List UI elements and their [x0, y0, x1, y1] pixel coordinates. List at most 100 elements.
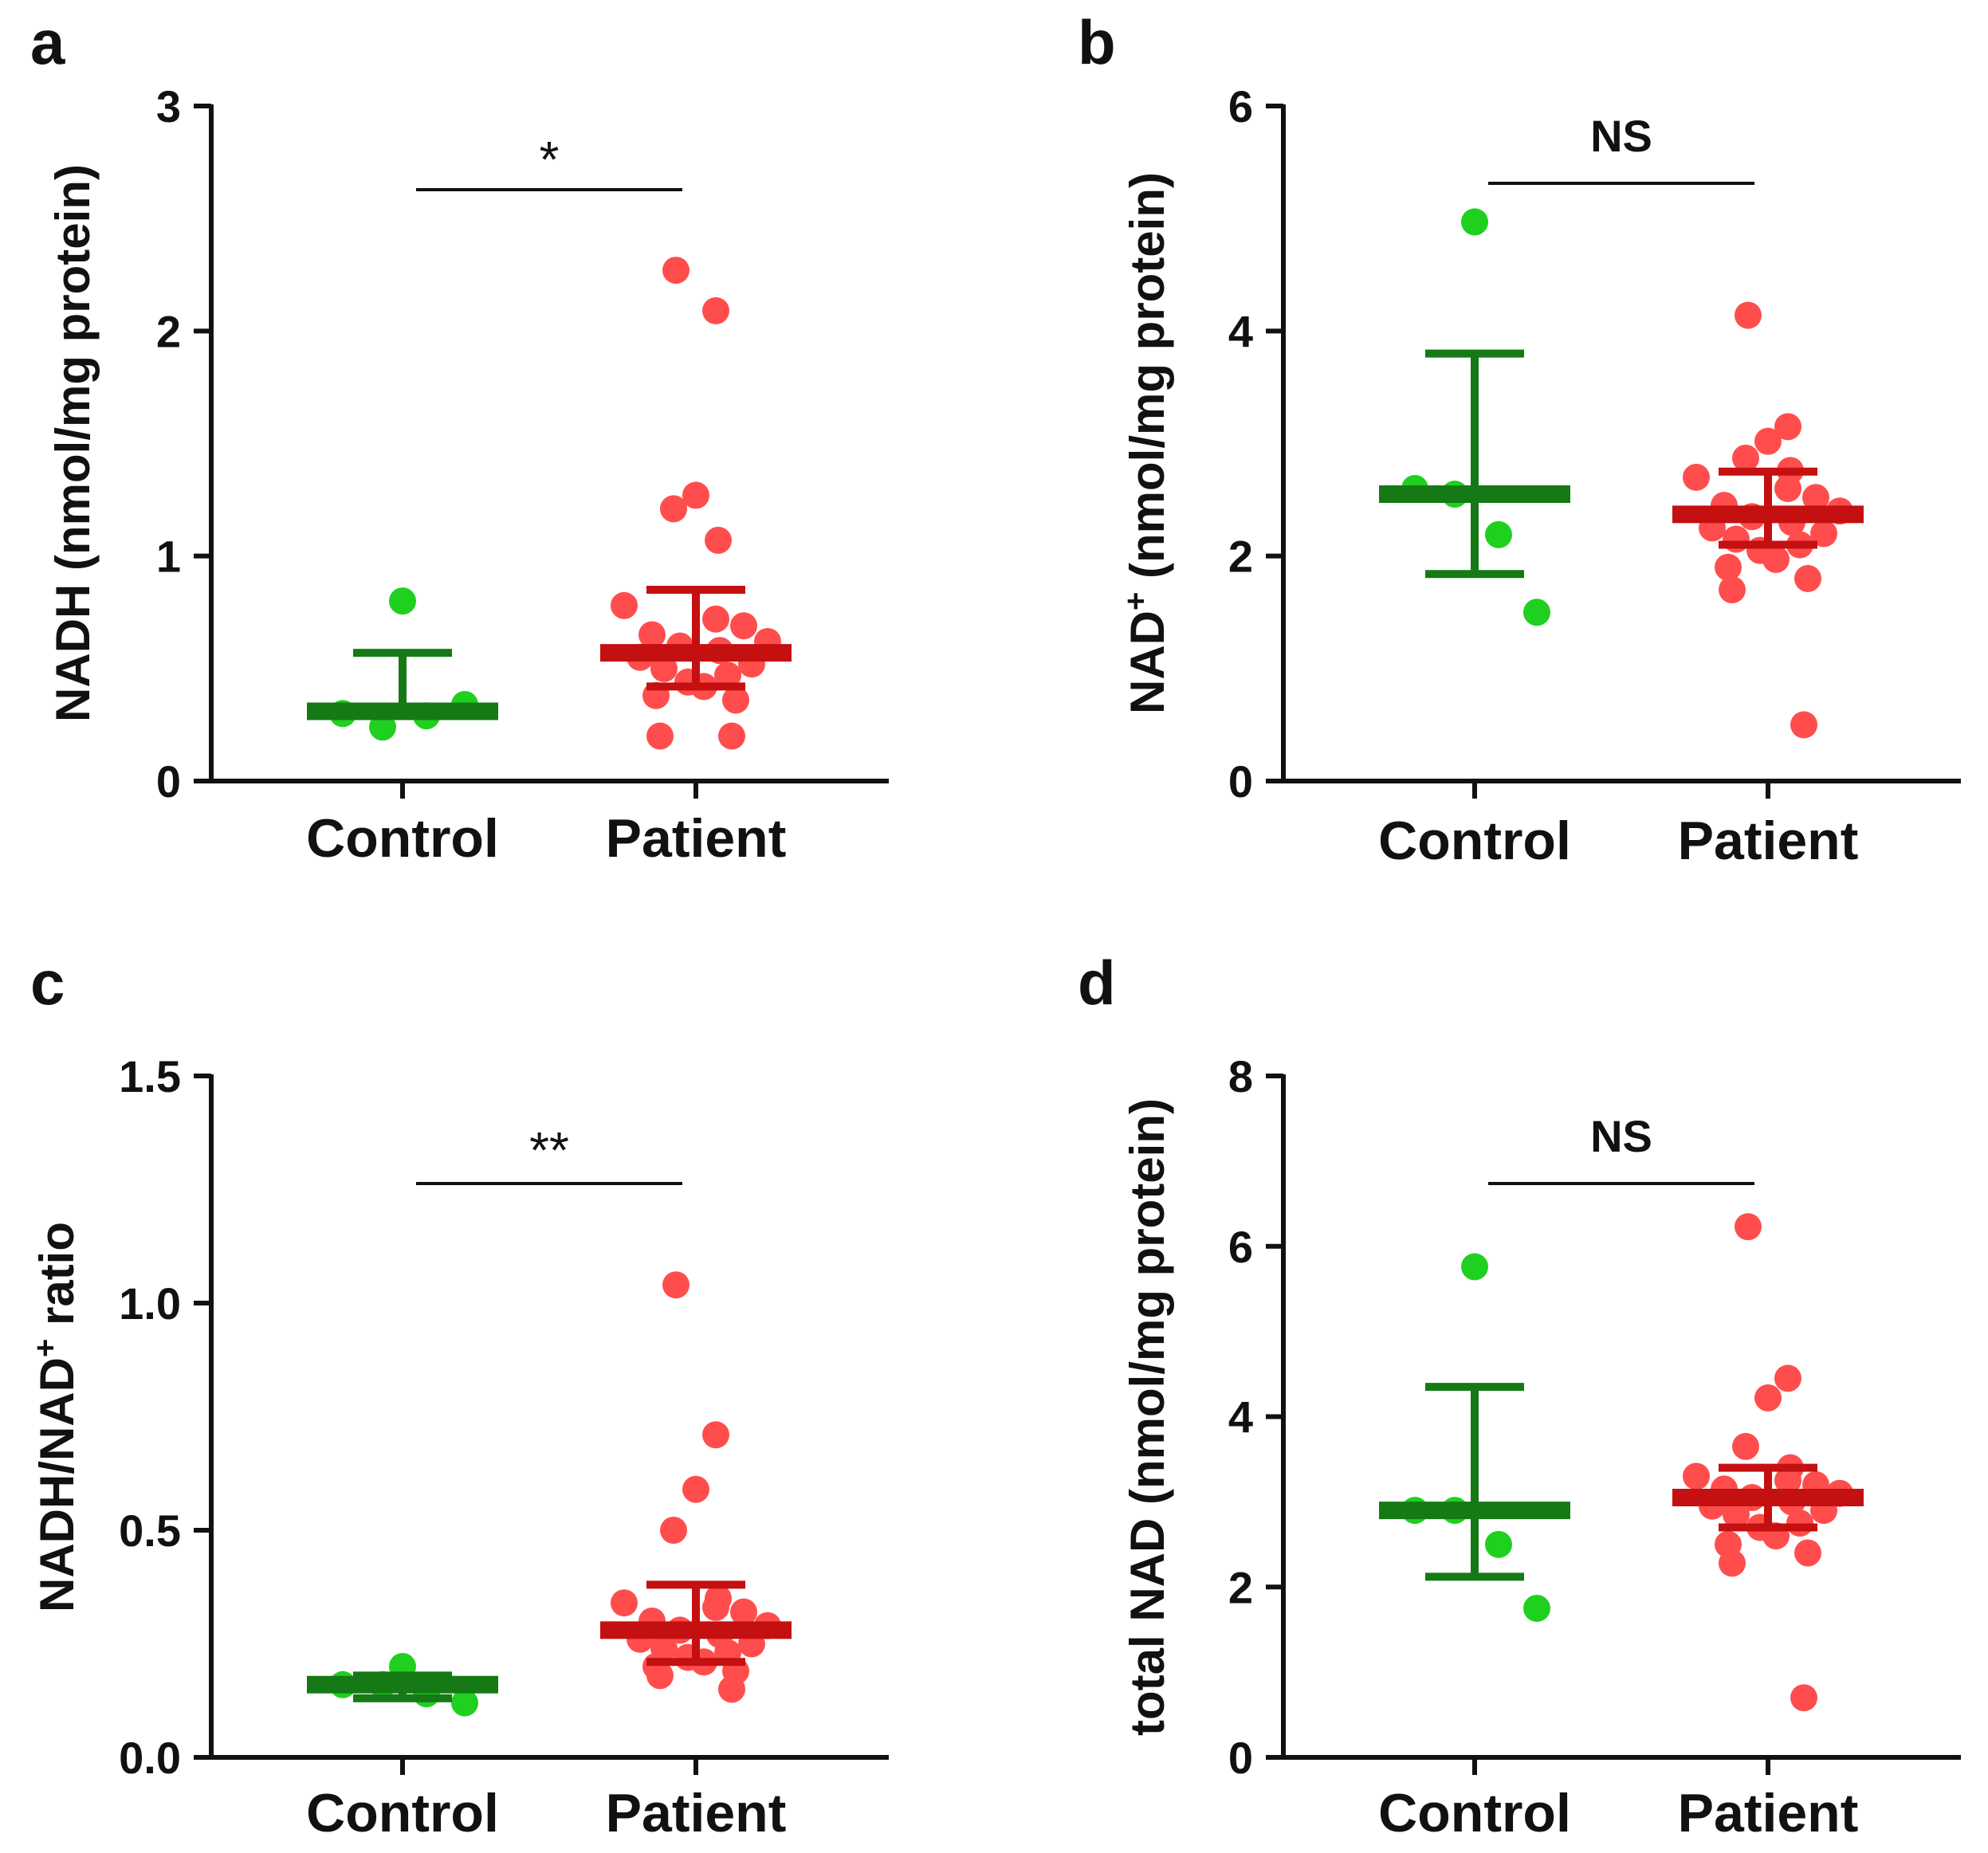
patient-point [714, 662, 741, 689]
patient-point [660, 1517, 687, 1544]
significance-label: NS [1590, 1111, 1652, 1161]
y-tick-label: 2 [1228, 532, 1253, 582]
patient-point [650, 654, 678, 682]
y-tick-label: 0 [1228, 1733, 1253, 1783]
y-tick-label: 1.0 [119, 1278, 181, 1329]
panel-label-c: c [30, 948, 65, 1018]
patient-point [1774, 474, 1801, 502]
patient-point [1802, 484, 1829, 512]
patient-point [1754, 427, 1782, 455]
x-tick-label-control: Control [1378, 811, 1571, 871]
control-point [1485, 520, 1512, 548]
significance-label: ** [529, 1121, 569, 1179]
panel-c: c 0.0 0.5 1.0 1.5 Control Patient NADH/NAD+ ra… [28, 948, 889, 1843]
x-tick-label-control: Control [1378, 1783, 1571, 1843]
patient-point [1735, 1213, 1762, 1241]
control-point [389, 587, 416, 615]
x-tick-label-patient: Patient [606, 808, 787, 869]
patient-point [611, 591, 638, 619]
patient-point [702, 296, 729, 324]
panel-d: d 0 2 4 6 8 Control Patient total NAD (nmol/mg … [1078, 948, 1961, 1843]
y-tick-label: 3 [156, 81, 181, 132]
control-point [369, 713, 396, 741]
y-axis-label-superscript: + [28, 1339, 63, 1357]
y-axis-label-part: total NAD (nmol/mg protein) [1121, 1098, 1174, 1736]
x-tick-label-control: Control [306, 1783, 499, 1843]
x-tick-label-patient: Patient [1678, 811, 1859, 871]
y-tick-label: 2 [156, 306, 181, 356]
control-point [1461, 208, 1488, 236]
patient-point [730, 1598, 757, 1626]
patient-point [1774, 1466, 1801, 1494]
significance-label: * [540, 131, 560, 188]
patient-point [1754, 1384, 1782, 1411]
patient-point [1719, 576, 1746, 604]
patient-point [1810, 520, 1837, 548]
y-axis-label: NADH/NAD+ ratio [28, 1222, 84, 1612]
patient-point [646, 722, 674, 750]
y-tick-label: 8 [1228, 1051, 1253, 1101]
control-point [1523, 1594, 1550, 1622]
y-tick-label: 2 [1228, 1562, 1253, 1612]
x-tick-label-patient: Patient [606, 1783, 787, 1843]
y-axis-label: NADH (nmol/mg protein) [46, 164, 100, 722]
y-tick-label: 0.0 [119, 1733, 181, 1783]
patient-point [638, 621, 666, 649]
y-tick-label: 0.5 [119, 1506, 181, 1556]
panel-label-b: b [1078, 7, 1116, 77]
patient-point [1774, 1364, 1801, 1392]
panel-a: a 0 1 2 3 Control Patient NADH (nmol/mg protei… [30, 7, 889, 869]
y-tick-label: 0 [156, 756, 181, 807]
patient-point [682, 1475, 709, 1503]
x-tick-label-patient: Patient [1678, 1783, 1859, 1843]
patient-point [702, 1593, 729, 1621]
patient-point [1732, 444, 1759, 472]
patient-point [646, 1662, 674, 1690]
patient-point [662, 257, 690, 285]
y-axis-label-part: NADH (nmol/mg protein) [46, 164, 100, 722]
patient-point [1723, 1501, 1750, 1529]
patient-point [682, 481, 709, 509]
panel-label-d: d [1078, 948, 1116, 1018]
patient-point [702, 605, 729, 633]
patient-point [611, 1589, 638, 1617]
patient-point [718, 722, 745, 750]
patient-point [705, 526, 732, 554]
control-point [1461, 1253, 1488, 1281]
y-tick-label: 0 [1228, 756, 1253, 807]
control-point [1485, 1530, 1512, 1558]
patient-point [1794, 564, 1821, 592]
y-tick-label: 4 [1228, 306, 1253, 356]
patient-point [1715, 553, 1742, 581]
control-point [1523, 599, 1550, 626]
patient-point [702, 1421, 729, 1449]
patient-point [1790, 1684, 1817, 1712]
y-tick-label: 1 [156, 532, 181, 582]
x-tick-label-control: Control [306, 808, 499, 869]
patient-point [1735, 301, 1762, 329]
patient-point [1683, 463, 1710, 491]
y-axis-label-part: NAD [1121, 610, 1174, 714]
panel-label-a: a [30, 7, 65, 77]
y-axis-label: total NAD (nmol/mg protein) [1121, 1098, 1174, 1736]
y-tick-label: 6 [1228, 1222, 1253, 1272]
patient-point [660, 495, 687, 523]
patient-point [662, 1271, 690, 1299]
y-axis-label: NAD+ (nmol/mg protein) [1118, 172, 1174, 714]
y-axis-label-part: ratio [30, 1222, 84, 1339]
patient-point [1732, 1432, 1759, 1460]
y-axis-label-superscript: + [1118, 592, 1153, 610]
y-tick-label: 4 [1228, 1392, 1253, 1443]
patient-point [1683, 1462, 1710, 1490]
y-axis-label-part: NADH/NAD [30, 1357, 84, 1612]
patient-point [1719, 1549, 1746, 1577]
significance-label: NS [1590, 111, 1652, 161]
control-point [451, 1689, 478, 1717]
y-axis-label-part: (nmol/mg protein) [1121, 172, 1174, 592]
patient-point [1774, 413, 1801, 441]
y-tick-label: 1.5 [119, 1051, 181, 1101]
patient-point [730, 612, 757, 640]
patient-point [1786, 1509, 1813, 1537]
y-tick-label: 6 [1228, 81, 1253, 132]
